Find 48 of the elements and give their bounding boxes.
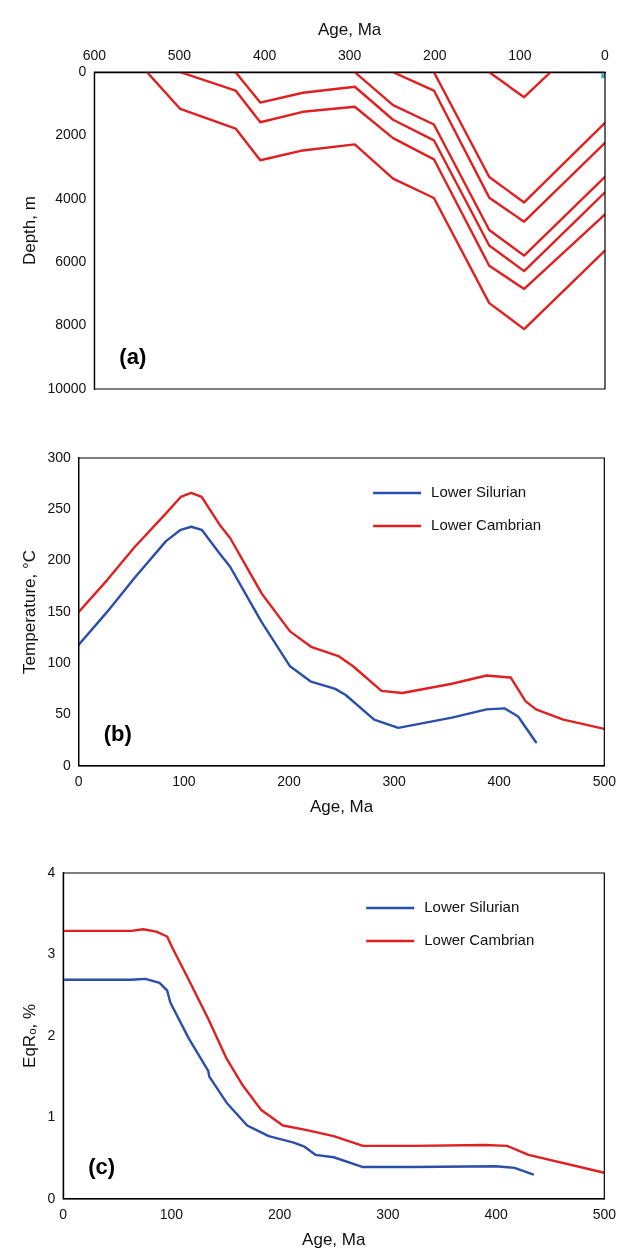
- x-tick-label: 500: [592, 773, 617, 790]
- y-tick-label: 4: [47, 863, 56, 880]
- x-tick-label: 100: [172, 773, 196, 790]
- legend-label: Lower Cambrian: [424, 931, 535, 949]
- x-tick-label: 200: [277, 773, 301, 790]
- legend-label: Lower Silurian: [424, 898, 520, 916]
- x-axis-title: Age, Ma: [309, 797, 374, 817]
- x-tick-label: 0: [601, 46, 610, 63]
- y-tick-label: 0: [62, 756, 71, 773]
- x-axis-title: Age, Ma: [318, 19, 382, 39]
- x-tick-label: 200: [267, 1206, 292, 1223]
- y-tick-label: 250: [47, 500, 71, 517]
- annotation: (a): [119, 344, 147, 369]
- y-tick-label: 150: [47, 602, 71, 619]
- y-tick-label: 0: [78, 63, 87, 80]
- x-tick-label: 200: [423, 46, 447, 63]
- x-tick-label: 300: [376, 1206, 400, 1223]
- x-tick-label: 100: [508, 46, 532, 63]
- y-tick-label: 4000: [55, 189, 87, 206]
- x-tick-label: 300: [337, 46, 362, 63]
- y-axis-title: Depth, m: [19, 196, 39, 266]
- x-tick-label: 400: [487, 773, 512, 790]
- y-tick-label: 6000: [55, 253, 87, 270]
- y-tick-label: 300: [47, 448, 71, 465]
- x-tick-label: 400: [484, 1206, 508, 1223]
- legend-label: Lower Cambrian: [431, 516, 542, 534]
- y-tick-label: 2: [47, 1026, 56, 1043]
- y-tick-label: 50: [55, 705, 71, 722]
- x-tick-label: 500: [167, 46, 192, 63]
- y-tick-label: 1: [47, 1108, 56, 1125]
- x-tick-label: 300: [382, 773, 406, 790]
- x-tick-label: 500: [592, 1206, 617, 1223]
- y-tick-label: 2000: [55, 126, 87, 143]
- annotation: (b): [103, 720, 132, 746]
- y-tick-label: 100: [47, 654, 71, 671]
- legend-label: Lower Silurian: [431, 483, 527, 501]
- y-tick-label: 0: [47, 1189, 56, 1206]
- y-tick-label: 8000: [55, 316, 87, 333]
- y-tick-label: 10000: [47, 379, 87, 396]
- x-tick-label: 600: [82, 46, 107, 63]
- x-axis-title: Age, Ma: [302, 1230, 366, 1250]
- x-tick-label: 100: [159, 1206, 184, 1223]
- y-tick-label: 3: [47, 945, 56, 962]
- y-axis-title: EqRₒ, %: [19, 1003, 39, 1068]
- y-tick-label: 200: [47, 551, 71, 568]
- x-tick-label: 400: [252, 46, 277, 63]
- annotation: (c): [88, 1153, 116, 1179]
- y-axis-title: Temperature, °C: [19, 549, 39, 674]
